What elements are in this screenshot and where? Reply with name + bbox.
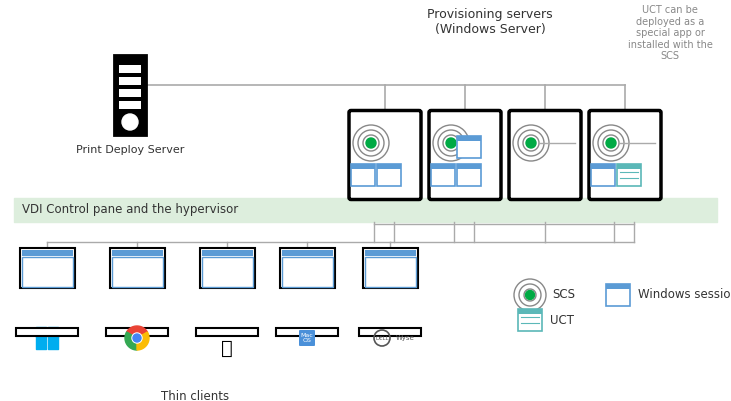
FancyBboxPatch shape	[279, 248, 335, 288]
FancyBboxPatch shape	[365, 250, 415, 256]
FancyBboxPatch shape	[276, 328, 338, 336]
Polygon shape	[125, 332, 137, 350]
Circle shape	[132, 333, 142, 343]
FancyBboxPatch shape	[21, 250, 72, 256]
FancyBboxPatch shape	[606, 284, 630, 289]
FancyBboxPatch shape	[200, 248, 254, 288]
FancyBboxPatch shape	[431, 164, 455, 169]
FancyBboxPatch shape	[457, 164, 481, 186]
Circle shape	[606, 138, 616, 148]
FancyBboxPatch shape	[119, 65, 141, 73]
FancyBboxPatch shape	[359, 328, 421, 336]
FancyBboxPatch shape	[377, 164, 401, 186]
FancyBboxPatch shape	[351, 164, 375, 186]
FancyBboxPatch shape	[114, 55, 146, 135]
Circle shape	[366, 138, 376, 148]
Text: Print Deploy Server: Print Deploy Server	[76, 145, 184, 155]
FancyBboxPatch shape	[119, 101, 141, 109]
FancyBboxPatch shape	[589, 111, 661, 200]
FancyBboxPatch shape	[591, 164, 615, 169]
Text: Wyse: Wyse	[396, 335, 414, 341]
Text: Provisioning servers
(Windows Server): Provisioning servers (Windows Server)	[427, 8, 553, 36]
Circle shape	[122, 114, 138, 130]
FancyBboxPatch shape	[202, 257, 252, 287]
Text: DELL: DELL	[375, 336, 389, 340]
FancyBboxPatch shape	[518, 309, 542, 331]
FancyBboxPatch shape	[112, 257, 162, 287]
FancyBboxPatch shape	[351, 164, 375, 169]
FancyBboxPatch shape	[365, 257, 415, 287]
Circle shape	[526, 290, 534, 300]
FancyBboxPatch shape	[606, 284, 630, 306]
FancyBboxPatch shape	[349, 111, 421, 200]
FancyBboxPatch shape	[429, 111, 501, 200]
FancyBboxPatch shape	[617, 164, 641, 186]
FancyBboxPatch shape	[106, 328, 168, 336]
FancyBboxPatch shape	[509, 111, 581, 200]
FancyBboxPatch shape	[110, 248, 164, 288]
FancyBboxPatch shape	[457, 164, 481, 169]
FancyBboxPatch shape	[377, 164, 401, 169]
FancyBboxPatch shape	[431, 164, 455, 186]
FancyBboxPatch shape	[16, 328, 78, 336]
Text: SCS: SCS	[552, 288, 575, 302]
FancyBboxPatch shape	[281, 257, 333, 287]
Text: Thin clients: Thin clients	[161, 390, 229, 401]
Circle shape	[526, 138, 536, 148]
FancyBboxPatch shape	[518, 309, 542, 314]
Text: Mac
OS: Mac OS	[300, 332, 314, 343]
FancyBboxPatch shape	[591, 164, 615, 186]
Text: UCT can be
deployed as a
special app or
installed with the
SCS: UCT can be deployed as a special app or …	[627, 5, 713, 61]
FancyBboxPatch shape	[457, 136, 481, 141]
FancyBboxPatch shape	[202, 250, 252, 256]
Text: UCT: UCT	[550, 314, 574, 326]
Circle shape	[446, 138, 456, 148]
FancyBboxPatch shape	[363, 248, 417, 288]
FancyBboxPatch shape	[281, 250, 333, 256]
FancyBboxPatch shape	[119, 89, 141, 97]
FancyBboxPatch shape	[21, 257, 72, 287]
Polygon shape	[137, 332, 149, 350]
FancyBboxPatch shape	[112, 250, 162, 256]
FancyBboxPatch shape	[617, 164, 641, 169]
Text: 🐧: 🐧	[221, 338, 233, 358]
Text: Windows session: Windows session	[638, 288, 731, 302]
Polygon shape	[126, 326, 148, 338]
FancyBboxPatch shape	[299, 330, 315, 346]
FancyBboxPatch shape	[119, 77, 141, 85]
Circle shape	[133, 334, 141, 342]
Text: VDI Control pane and the hypervisor: VDI Control pane and the hypervisor	[22, 203, 238, 217]
FancyBboxPatch shape	[457, 136, 481, 158]
FancyBboxPatch shape	[196, 328, 258, 336]
FancyBboxPatch shape	[20, 248, 75, 288]
